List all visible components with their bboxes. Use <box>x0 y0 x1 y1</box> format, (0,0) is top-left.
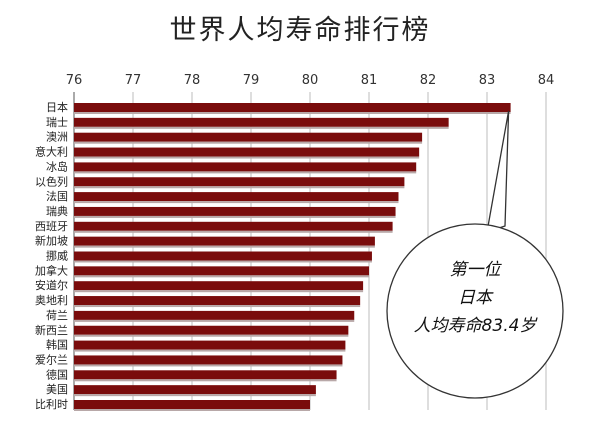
bar-shadow <box>74 215 396 218</box>
bar-3 <box>74 147 420 157</box>
bar-shadow <box>74 290 364 293</box>
category-label: 澳洲 <box>46 131 68 144</box>
bar-18 <box>74 370 337 380</box>
bar-14 <box>74 310 355 320</box>
bar-shadow <box>74 349 346 352</box>
category-label: 冰岛 <box>46 159 68 173</box>
x-tick-label: 80 <box>302 73 319 88</box>
category-label: 以色列 <box>35 174 68 188</box>
category-label: 瑞典 <box>46 204 68 218</box>
x-tick-label: 76 <box>66 73 83 88</box>
bar-shadow <box>74 245 375 248</box>
annotation-line-2: 人均寿命83.4岁 <box>414 316 539 336</box>
chart-title: 世界人均寿命排行榜 <box>169 15 431 46</box>
category-label: 安道尔 <box>35 278 68 292</box>
bar-1 <box>74 117 449 127</box>
bar-4 <box>74 162 417 172</box>
category-label: 新西兰 <box>35 323 68 337</box>
x-tick-label: 82 <box>420 73 437 88</box>
bar-7 <box>74 206 396 216</box>
bar-6 <box>74 192 399 202</box>
x-tick-label: 78 <box>184 73 201 88</box>
bar-15 <box>74 325 349 335</box>
category-label: 韩国 <box>46 338 68 352</box>
x-tick-label: 81 <box>361 73 378 88</box>
bar-0 <box>74 103 511 112</box>
category-label: 比利时 <box>35 398 68 411</box>
category-label: 瑞士 <box>46 115 68 129</box>
category-labels: 日本瑞士澳洲意大利冰岛以色列法国瑞典西班牙新加坡挪威加拿大安道尔奥地利荷兰新西兰… <box>35 100 68 411</box>
bar-10 <box>74 251 372 261</box>
callout-seam <box>488 230 503 240</box>
category-label: 美国 <box>46 383 68 396</box>
bar-shadow <box>74 364 343 367</box>
bar-shadow <box>74 319 355 322</box>
x-tick-label: 77 <box>125 73 142 88</box>
bar-shadow <box>74 230 393 233</box>
bar-shadow <box>74 141 423 144</box>
category-label: 法国 <box>46 189 68 203</box>
bar-9 <box>74 236 375 246</box>
bar-5 <box>74 177 405 187</box>
category-label: 德国 <box>46 367 68 381</box>
bar-shadow <box>74 112 511 114</box>
x-tick-label: 84 <box>538 73 555 88</box>
category-label: 日本 <box>46 100 68 114</box>
category-label: 新加坡 <box>35 234 68 248</box>
bar-12 <box>74 281 364 291</box>
bar-shadow <box>74 334 349 337</box>
bar-13 <box>74 296 361 306</box>
bar-8 <box>74 221 393 231</box>
bar-shadow <box>74 186 405 189</box>
bar-11 <box>74 266 369 276</box>
bar-shadow <box>74 260 372 263</box>
category-label: 奥地利 <box>35 293 68 307</box>
bar-shadow <box>74 201 399 204</box>
bar-shadow <box>74 156 420 159</box>
x-tick-label: 79 <box>243 73 260 88</box>
annotation-line-0: 第一位 <box>450 260 503 280</box>
bar-shadow <box>74 409 310 411</box>
callout-tail <box>486 110 510 233</box>
bar-16 <box>74 340 346 350</box>
bar-shadow <box>74 275 369 278</box>
bar-shadow <box>74 394 316 397</box>
bars <box>74 103 511 411</box>
bar-20 <box>74 400 310 409</box>
callout-bubble <box>386 223 564 399</box>
x-axis-ticks: 76 77 78 79 80 81 82 83 84 <box>66 73 555 88</box>
bar-shadow <box>74 379 337 382</box>
category-label: 爱尔兰 <box>35 353 68 366</box>
category-label: 加拿大 <box>35 263 68 277</box>
bar-19 <box>74 385 316 395</box>
category-label: 意大利 <box>35 145 68 159</box>
category-label: 挪威 <box>46 249 68 263</box>
bar-shadow <box>74 171 417 174</box>
category-label: 西班牙 <box>35 220 68 233</box>
category-label: 荷兰 <box>46 309 68 322</box>
bar-shadow <box>74 305 361 308</box>
bar-2 <box>74 132 423 142</box>
bar-shadow <box>74 126 449 129</box>
annotation-line-1: 日本 <box>458 288 494 308</box>
x-tick-label: 83 <box>479 73 496 88</box>
bar-17 <box>74 355 343 365</box>
